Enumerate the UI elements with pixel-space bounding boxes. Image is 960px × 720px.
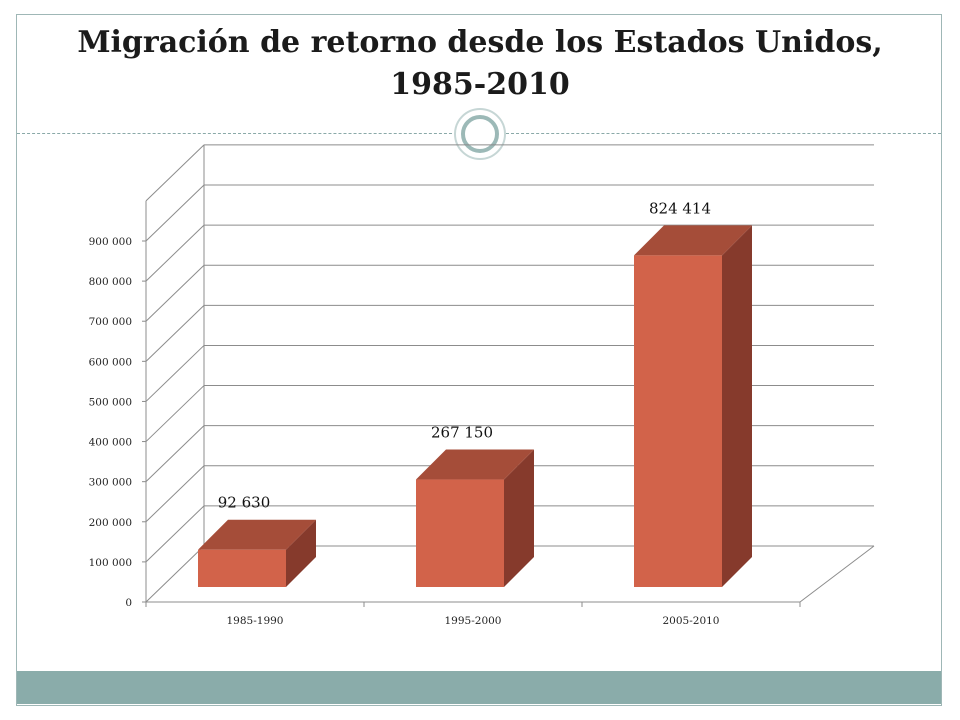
- x-tick-label: 1995-2000: [445, 615, 502, 627]
- floor-edge: [799, 545, 875, 603]
- circle-ornament-inner: [461, 115, 499, 153]
- y-tick-label: 500 000: [89, 396, 132, 408]
- grid-layer: [142, 144, 875, 607]
- bar-side: [286, 519, 316, 587]
- y-tick-label: 0: [125, 597, 132, 609]
- gridline-side: [145, 505, 205, 563]
- slide-title: Migración de retorno desde los Estados U…: [40, 22, 920, 106]
- bars-layer: [198, 225, 752, 587]
- gridline-side: [145, 345, 205, 402]
- gridline-side: [145, 385, 205, 442]
- gridline-side: [145, 224, 205, 282]
- y-tick-label: 300 000: [89, 477, 132, 489]
- title-divider-left: [17, 133, 457, 134]
- bar-top: [634, 225, 752, 256]
- x-tick-label: 1985-1990: [227, 615, 284, 627]
- data-label: 92 630: [218, 494, 271, 512]
- y-tick-label: 700 000: [89, 316, 132, 328]
- footer-bar: [17, 671, 941, 704]
- slide-frame: [16, 14, 942, 706]
- gridline-side: [145, 264, 205, 322]
- y-tick-label: 800 000: [89, 276, 132, 288]
- bar-front: [416, 479, 504, 587]
- title-divider-right: [506, 133, 941, 134]
- bar-front: [634, 255, 722, 587]
- bar-front: [198, 549, 286, 587]
- title-line-2: 1985-2010: [390, 67, 570, 102]
- bar-top: [198, 519, 316, 550]
- circle-ornament-icon: [454, 108, 506, 160]
- gridline-side: [145, 304, 205, 362]
- y-tick-label: 200 000: [89, 517, 132, 529]
- data-label: 824 414: [649, 199, 711, 217]
- title-line-1: Migración de retorno desde los Estados U…: [77, 25, 883, 60]
- x-tick-label: 2005-2010: [663, 615, 720, 627]
- gridline-side: [145, 425, 205, 483]
- bar: [634, 225, 752, 587]
- labels-layer: 0 100 000 200 000 300 000 400 000 500 000 600 …: [89, 199, 720, 627]
- gridline-side: [145, 144, 205, 202]
- gridline-side: [145, 184, 205, 242]
- y-tick-label: 600 000: [89, 356, 132, 368]
- bar-side: [722, 225, 752, 587]
- bar-side: [504, 449, 534, 587]
- data-label: 267 150: [431, 424, 493, 442]
- y-tick-label: 400 000: [89, 437, 132, 449]
- y-tick-label: 100 000: [89, 557, 132, 569]
- bar: [198, 519, 316, 587]
- y-tick-label: 900 000: [89, 236, 132, 248]
- gridline-side: [145, 545, 205, 603]
- bar: [416, 449, 534, 587]
- gridline-side: [145, 465, 205, 523]
- bar-top: [416, 449, 534, 480]
